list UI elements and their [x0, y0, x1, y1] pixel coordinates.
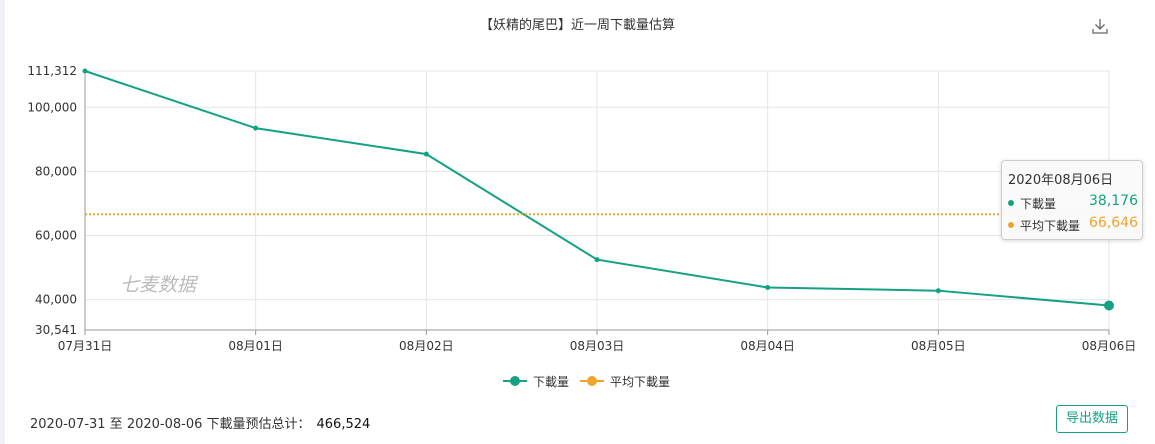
chart-title: 【妖精的尾巴】近一周下載量估算 [479, 18, 675, 33]
data-point[interactable] [253, 125, 259, 131]
x-tick-label: 08月05日 [911, 339, 966, 353]
tooltip-label: 下載量 [1020, 197, 1057, 211]
x-tick-label: 08月04日 [740, 339, 795, 353]
data-point[interactable] [82, 68, 88, 74]
summary-text: 2020-07-31 至 2020-08-06 下載量预估总计： [30, 417, 311, 432]
legend-marker-icon [587, 376, 597, 386]
x-tick-label: 08月01日 [228, 339, 283, 353]
y-tick-label: 111,312 [27, 64, 77, 78]
x-tick-label: 08月02日 [399, 339, 454, 353]
tooltip-row-downloads: 下載量 38,176 [1008, 193, 1138, 212]
data-point[interactable] [594, 257, 600, 263]
grid-lines [84, 70, 1110, 331]
watermark: 七麦数据 [120, 274, 199, 296]
export-data-button[interactable]: 导出数据 [1056, 405, 1128, 433]
tooltip-title: 2020年08月06日 [1008, 173, 1114, 188]
y-tick-label: 100,000 [27, 100, 77, 114]
data-point[interactable] [1104, 300, 1114, 311]
tooltip-label: 平均下載量 [1020, 219, 1081, 233]
y-tick-label: 40,000 [35, 293, 77, 307]
tooltip-dot [1008, 200, 1014, 206]
tooltip-value: 38,176 [1089, 193, 1138, 209]
summary-total: 466,524 [316, 417, 371, 432]
x-tick-label: 07月31日 [58, 339, 113, 353]
tooltip: 2020年08月06日 下載量 38,176 平均下載量 66,646 [1001, 160, 1143, 240]
tooltip-value: 66,646 [1089, 215, 1138, 231]
data-point[interactable] [423, 151, 429, 157]
x-tick-label: 08月03日 [570, 339, 625, 353]
summary-footer: 2020-07-31 至 2020-08-06 下載量预估总计： 466,524 [30, 413, 370, 432]
data-point[interactable] [935, 288, 941, 294]
tooltip-row-average: 平均下載量 66,646 [1008, 215, 1138, 234]
legend: 下載量 平均下載量 [0, 372, 1155, 390]
series [82, 68, 1114, 311]
line-chart: 30,541 40,000 60,000 80,000 100,000 111,312 07… [27, 64, 1136, 353]
legend-label: 平均下載量 [610, 375, 671, 389]
download-icon[interactable] [1090, 16, 1110, 36]
tooltip-dot [1008, 222, 1014, 228]
legend-marker-icon [510, 376, 520, 386]
x-tick-label: 08月06日 [1082, 339, 1137, 353]
y-tick-label: 30,541 [35, 323, 77, 337]
axes: 30,541 40,000 60,000 80,000 100,000 111,312 07… [27, 64, 1136, 353]
page-left-strip [0, 0, 5, 444]
data-point[interactable] [765, 284, 771, 290]
y-tick-label: 60,000 [35, 229, 77, 243]
legend-label: 下載量 [533, 375, 570, 389]
y-tick-label: 80,000 [35, 164, 77, 178]
